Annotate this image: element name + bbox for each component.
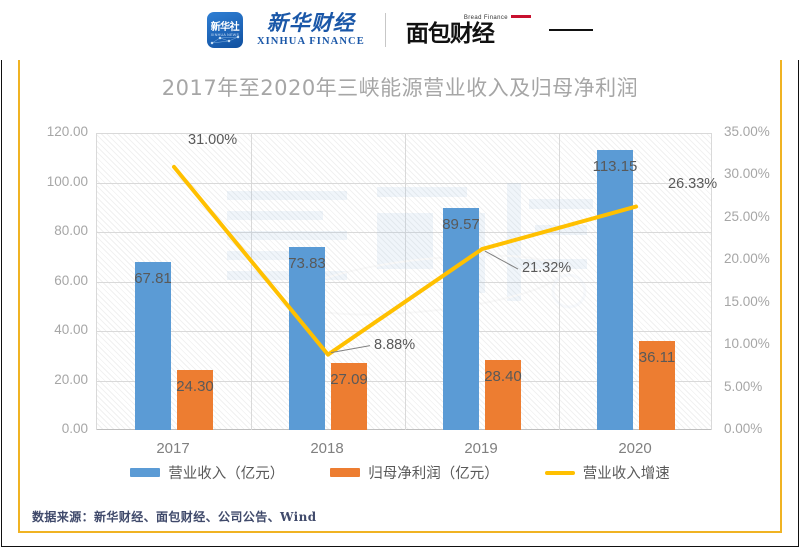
growth-label-2020: 26.33%: [668, 175, 718, 192]
y-right-tick-20-00-: 20.00%: [724, 251, 770, 267]
x-tick-2020: 2020: [618, 440, 652, 457]
legend-label-3: 营业收入增速: [582, 466, 670, 482]
legend-item-1[interactable]: 营业收入（亿元）: [130, 462, 284, 483]
bar-label-rev-2018: 73.83: [288, 255, 326, 273]
y-left-tick-60-00: 60.00: [54, 272, 88, 288]
growth-label-2017: 31.00%: [188, 131, 238, 148]
bar-label-prof-2018: 27.09: [330, 370, 368, 388]
network-dots-icon: [210, 35, 240, 45]
growth-line-series: [172, 164, 638, 357]
y-right-tick-15-00-: 15.00%: [724, 293, 770, 309]
xinhua-finance-en: XINHUA FINANCE: [256, 35, 365, 47]
gridline-60: [97, 281, 711, 283]
bar-prof-2017: [177, 369, 213, 430]
bar-label-prof-2020: 36.11: [638, 348, 676, 366]
gridline-100: [97, 182, 711, 184]
x-tick-2018: 2018: [310, 440, 344, 457]
source-note: 数据来源：新华财经、面包财经、公司公告、Wind: [32, 510, 317, 524]
leader-line-2018: [330, 345, 371, 354]
bar-prof-2018: [331, 362, 367, 430]
category-divider-2: [405, 133, 406, 430]
y-left-tick-20-00: 20.00: [54, 371, 88, 387]
plot-area: 67.81 24.30 73.83 27.09 89.57 28.40 113.15 36.1…: [96, 131, 717, 430]
legend-swatch-2-icon: [330, 468, 361, 477]
x-tick-2017: 2017: [156, 440, 190, 457]
badge-cn-text: 新华社: [210, 22, 240, 33]
chart-canvas: 67.81 24.30 73.83 27.09 89.57 28.40 113.15 36.1…: [0, 110, 800, 460]
xinhua-news-badge-icon: 新华社 XINHUA NEWS: [206, 12, 243, 48]
bar-prof-2019: [485, 359, 521, 430]
label-leader-lines: [330, 250, 519, 354]
y-left-tick-0-00: 0.00: [61, 421, 88, 436]
bar-label-rev-2017: 67.81: [134, 270, 172, 288]
xinhua-finance-cn: 新华财经: [266, 10, 355, 35]
bar-prof-2020: [639, 340, 675, 430]
badge-en-text: XINHUA NEWS: [210, 33, 240, 37]
gridline-40: [97, 331, 711, 332]
logo-divider: [384, 13, 386, 47]
bar-rev-2019: [443, 208, 479, 430]
gridline-0-baseline: [97, 429, 711, 430]
legend-swatch-1-icon: [130, 468, 161, 477]
bar-label-prof-2019: 28.40: [484, 367, 522, 385]
x-tick-2019: 2019: [464, 440, 498, 457]
growth-label-2019: 21.32%: [522, 260, 572, 277]
category-divider-3: [559, 133, 560, 430]
chart-legend: 营业收入（亿元） 归母净利润（亿元） 营业收入增速: [0, 462, 800, 483]
y-right-tick-5-00-: 5.00%: [724, 378, 763, 394]
bread-finance-cn: 面包财经: [405, 20, 495, 47]
legend-label-2: 归母净利润（亿元）: [368, 466, 499, 482]
y-right-tick-35-00-: 35.00%: [724, 124, 770, 139]
leader-line-2019: [484, 250, 519, 270]
growth-line-path: [172, 164, 638, 357]
gridline-120: [97, 133, 711, 134]
chart-title: 2017年至2020年三峡能源营业收入及归母净利润: [161, 76, 639, 100]
gridline-20: [97, 380, 711, 382]
bar-label-prof-2017: 24.30: [176, 377, 214, 395]
bar-rev-2018: [289, 247, 325, 430]
xinhua-finance-logo: 新华财经 XINHUA FINANCE: [256, 10, 365, 48]
header-logo-bar: 新华社 XINHUA NEWS 新华财经 XINHUA FINANCE: [0, 0, 800, 60]
bread-red-dash-icon: [511, 15, 532, 19]
y-left-tick-120-00: 120.00: [46, 124, 88, 139]
y-right-tick-0-00-: 0.00%: [724, 421, 763, 436]
growth-label-2018: 8.88%: [374, 336, 416, 353]
y-right-tick-30-00-: 30.00%: [724, 166, 770, 182]
bar-label-rev-2020: 113.15: [592, 157, 638, 175]
y-left-tick-40-00: 40.00: [54, 322, 88, 337]
y-left-tick-100-00: 100.00: [46, 173, 88, 189]
bread-finance-en: Bread Finance: [463, 14, 532, 21]
bread-finance-logo: Bread Finance 面包财经: [405, 14, 532, 47]
bar-rev-2020: [597, 149, 633, 430]
bar-label-rev-2019: 89.57: [442, 216, 480, 234]
legend-label-1: 营业收入（亿元）: [168, 466, 285, 482]
gridline-80: [97, 232, 711, 233]
header-tail-line: [549, 28, 594, 32]
y-right-tick-10-00-: 10.00%: [724, 336, 770, 352]
y-right-tick-25-00-: 25.00%: [724, 208, 770, 224]
y-left-tick-80-00: 80.00: [54, 223, 88, 238]
legend-item-2[interactable]: 归母净利润（亿元）: [330, 462, 499, 483]
bread-finance-en-text: Bread Finance: [463, 14, 509, 21]
category-divider-1: [251, 133, 252, 430]
legend-item-3[interactable]: 营业收入增速: [544, 462, 670, 483]
bar-rev-2017: [135, 262, 171, 430]
legend-swatch-3-icon: [544, 470, 575, 475]
